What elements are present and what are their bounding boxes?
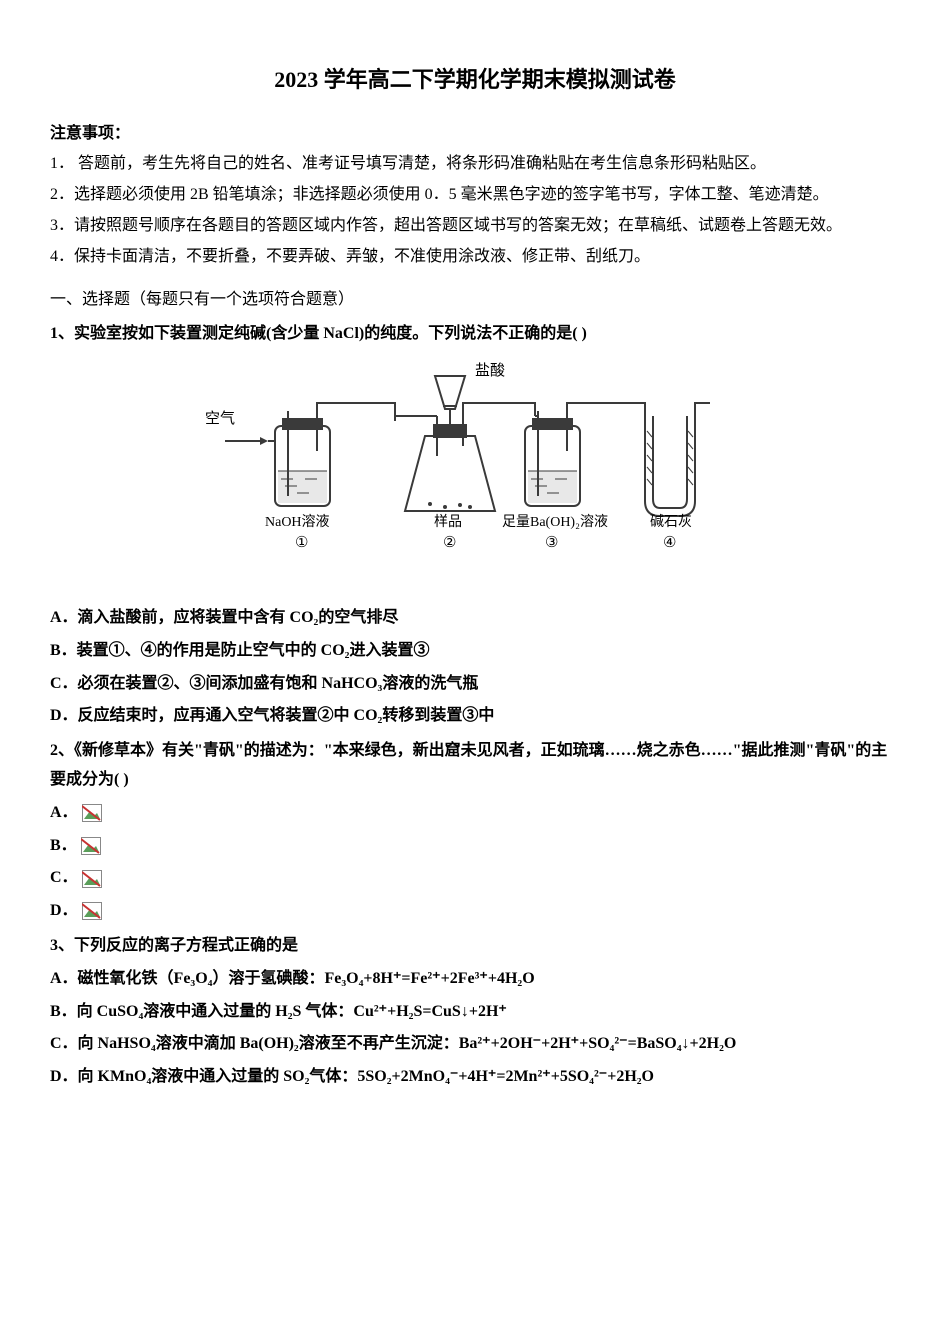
q2-optA-letter: A． (50, 799, 78, 828)
q2-optC-letter: C． (50, 864, 78, 893)
q1-option-a: A．滴入盐酸前，应将装置中含有 CO₂的空气排尽 (50, 604, 900, 633)
broken-image-icon (82, 804, 102, 822)
q2-stem: 2、《新修草本》有关"青矾"的描述为："本来绿色，新出窟未见风者，正如琉璃……烧… (50, 737, 900, 795)
q1-option-d: D．反应结束时，应再通入空气将装置②中 CO₂转移到装置③中 (50, 702, 900, 731)
q3-option-a: A．磁性氧化铁（Fe₃O₄）溶于氢碘酸：Fe₃O₄+8H⁺=Fe²⁺+2Fe³⁺… (50, 965, 900, 994)
question-1: 1、实验室按如下装置测定纯碱(含少量 NaCl)的纯度。下列说法不正确的是( ) (50, 320, 900, 731)
q3-option-d: D．向 KMnO₄溶液中通入过量的 SO₂气体：5SO₂+2MnO₄⁻+4H⁺=… (50, 1063, 900, 1092)
apparatus-svg: 盐酸 空气 NaOH溶液 样品 足量Ba(OH)₂溶液 碱石灰 ① ② ③ ④ (205, 361, 745, 581)
lime-label: 碱石灰 (650, 514, 692, 530)
instruction-1: 1． 答题前，考生先将自己的姓名、准考证号填写清楚，将条形码准确粘贴在考生信息条… (50, 150, 900, 179)
q3-option-b: B．向 CuSO₄溶液中通入过量的 H₂S 气体：Cu²⁺+H₂S=CuS↓+2… (50, 998, 900, 1027)
instruction-4: 4．保持卡面清洁，不要折叠，不要弄破、弄皱，不准使用涂改液、修正带、刮纸刀。 (50, 243, 900, 272)
page-title: 2023 学年高二下学期化学期末模拟测试卷 (50, 60, 900, 100)
q1-option-c: C．必须在装置②、③间添加盛有饱和 NaHCO₃溶液的洗气瓶 (50, 670, 900, 699)
q2-option-a: A． (50, 799, 900, 828)
q2-option-d: D． (50, 897, 900, 926)
sample-label: 样品 (434, 514, 462, 530)
q3-option-c: C．向 NaHSO₄溶液中滴加 Ba(OH)₂溶液至不再产生沉淀：Ba²⁺+2O… (50, 1030, 900, 1059)
q3-stem: 3、下列反应的离子方程式正确的是 (50, 932, 900, 961)
naoh-label: NaOH溶液 (265, 514, 330, 530)
question-3: 3、下列反应的离子方程式正确的是 A．磁性氧化铁（Fe₃O₄）溶于氢碘酸：Fe₃… (50, 932, 900, 1092)
q2-option-c: C． (50, 864, 900, 893)
question-2: 2、《新修草本》有关"青矾"的描述为："本来绿色，新出窟未见风者，正如琉璃……烧… (50, 737, 900, 926)
section-1-header: 一、选择题（每题只有一个选项符合题意） (50, 286, 900, 315)
air-label: 空气 (205, 410, 235, 427)
q2-optD-letter: D． (50, 897, 78, 926)
num-3: ③ (545, 535, 558, 551)
num-4: ④ (663, 535, 676, 551)
q2-optA-blank (110, 803, 250, 823)
broken-image-icon (82, 902, 102, 920)
num-1: ① (295, 535, 308, 551)
q2-optB-blank (109, 836, 249, 856)
instructions-block: 注意事项： 1． 答题前，考生先将自己的姓名、准考证号填写清楚，将条形码准确粘贴… (50, 120, 900, 272)
hcl-label: 盐酸 (475, 362, 505, 379)
q1-diagram: 盐酸 空气 NaOH溶液 样品 足量Ba(OH)₂溶液 碱石灰 ① ② ③ ④ (50, 361, 900, 592)
q2-optC-blank (110, 869, 250, 889)
broken-image-icon (81, 837, 101, 855)
num-2: ② (443, 535, 456, 551)
instruction-3: 3．请按照题号顺序在各题目的答题区域内作答，超出答题区域书写的答案无效；在草稿纸… (50, 212, 900, 241)
instruction-2: 2．选择题必须使用 2B 铅笔填涂；非选择题必须使用 0．5 毫米黑色字迹的签字… (50, 181, 900, 210)
instructions-label: 注意事项： (50, 120, 900, 149)
q2-optB-letter: B． (50, 832, 77, 861)
q1-stem: 1、实验室按如下装置测定纯碱(含少量 NaCl)的纯度。下列说法不正确的是( ) (50, 320, 900, 349)
broken-image-icon (82, 870, 102, 888)
q2-option-b: B． (50, 832, 900, 861)
baoh-label: 足量Ba(OH)₂溶液 (502, 514, 608, 530)
q1-option-b: B．装置①、④的作用是防止空气中的 CO₂进入装置③ (50, 637, 900, 666)
q2-optD-blank (110, 901, 250, 921)
